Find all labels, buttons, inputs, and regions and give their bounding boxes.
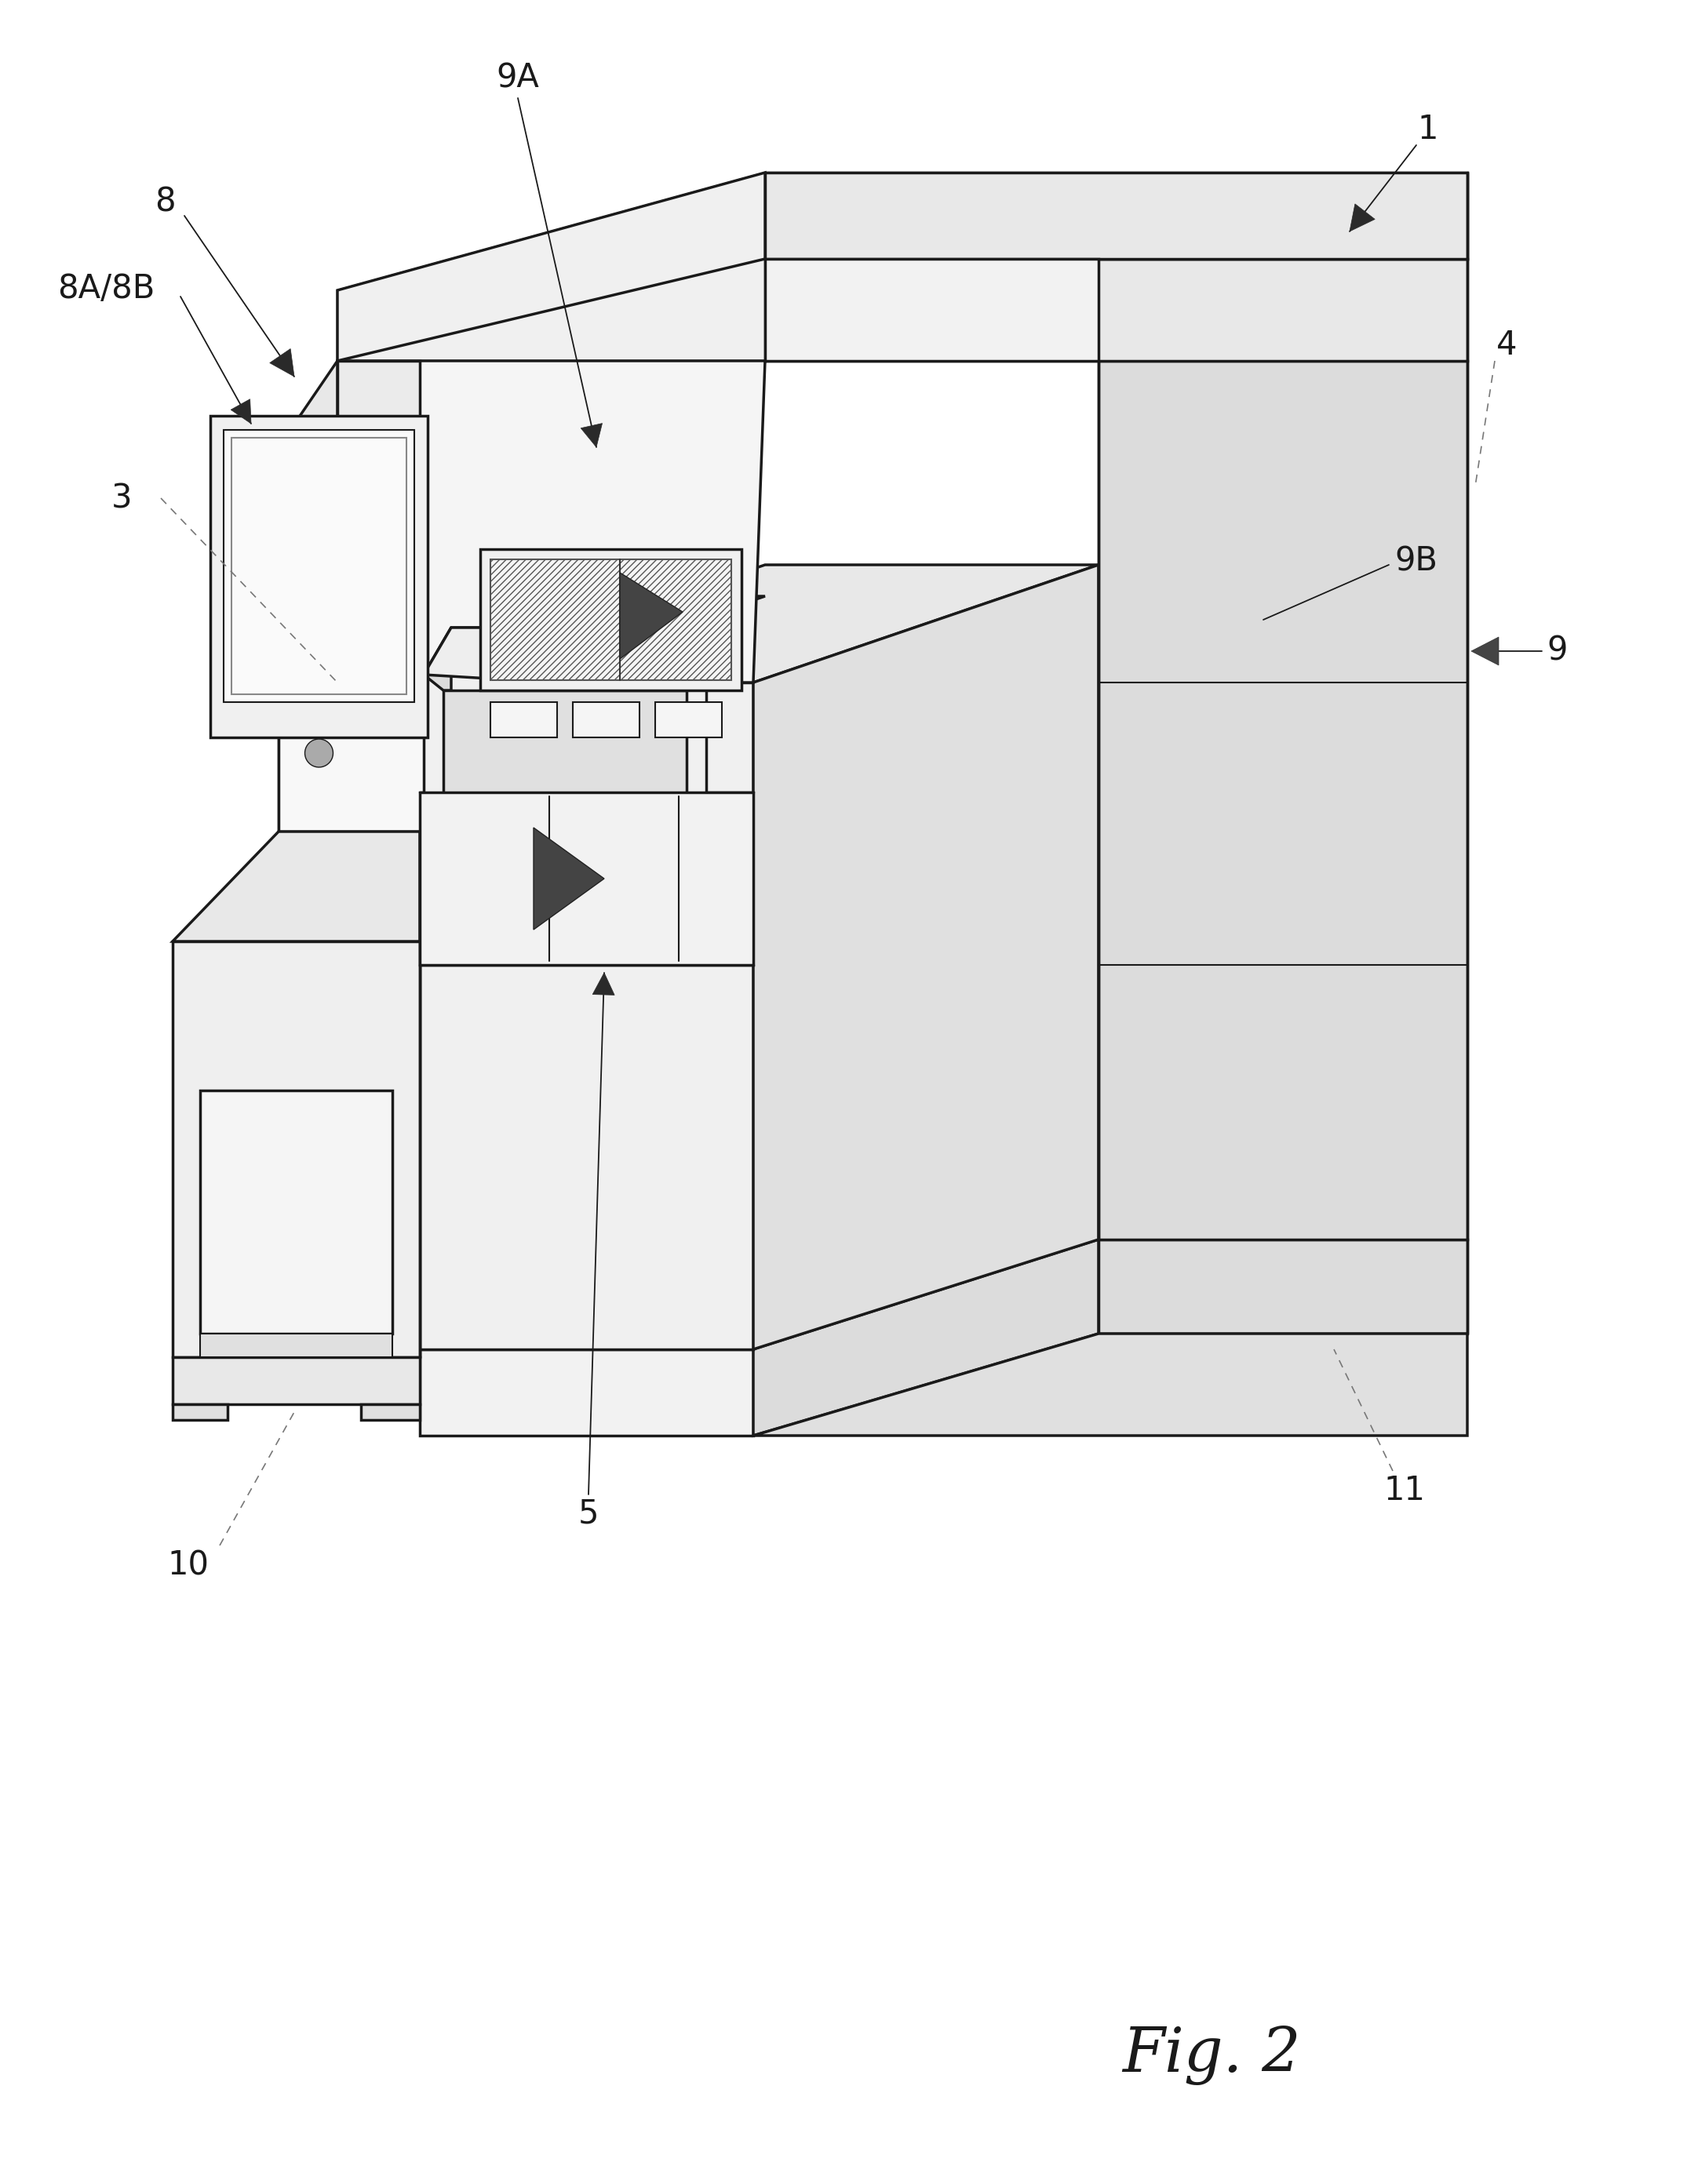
- Polygon shape: [424, 627, 718, 675]
- Polygon shape: [754, 1334, 1467, 1435]
- Polygon shape: [224, 430, 414, 701]
- Polygon shape: [766, 260, 1467, 360]
- Polygon shape: [200, 1334, 392, 1356]
- Polygon shape: [419, 566, 1099, 681]
- Polygon shape: [754, 566, 1099, 1350]
- Polygon shape: [200, 1090, 392, 1334]
- Polygon shape: [481, 548, 742, 690]
- Text: 5: 5: [577, 1498, 599, 1531]
- Polygon shape: [1470, 638, 1499, 666]
- Polygon shape: [231, 400, 251, 424]
- Polygon shape: [306, 738, 333, 767]
- Polygon shape: [419, 681, 754, 1350]
- Polygon shape: [766, 260, 1099, 360]
- Polygon shape: [1099, 360, 1467, 1241]
- Polygon shape: [424, 675, 706, 817]
- Polygon shape: [278, 360, 419, 448]
- Polygon shape: [362, 1404, 419, 1420]
- Polygon shape: [173, 832, 419, 941]
- Polygon shape: [443, 690, 686, 797]
- Polygon shape: [655, 701, 722, 738]
- Polygon shape: [424, 627, 718, 690]
- Polygon shape: [533, 828, 604, 930]
- Text: 9B: 9B: [1394, 544, 1438, 577]
- Polygon shape: [491, 559, 732, 679]
- Text: 1: 1: [1418, 114, 1438, 146]
- Text: 4: 4: [1496, 330, 1516, 363]
- Polygon shape: [278, 596, 766, 681]
- Polygon shape: [419, 1350, 754, 1435]
- Text: 8: 8: [155, 186, 175, 218]
- Text: 9A: 9A: [496, 61, 540, 94]
- Polygon shape: [1099, 1241, 1467, 1334]
- Text: 8A/8B: 8A/8B: [58, 273, 155, 306]
- Polygon shape: [1350, 203, 1375, 232]
- Polygon shape: [173, 1404, 228, 1420]
- Polygon shape: [173, 941, 419, 1356]
- Polygon shape: [572, 701, 640, 738]
- Polygon shape: [593, 972, 615, 996]
- Text: 9: 9: [1547, 636, 1567, 668]
- Polygon shape: [270, 349, 294, 376]
- Text: Fig. 2: Fig. 2: [1122, 2025, 1301, 2086]
- Text: 3: 3: [110, 483, 132, 515]
- Polygon shape: [278, 681, 509, 832]
- Polygon shape: [424, 627, 452, 690]
- Polygon shape: [173, 1356, 419, 1404]
- Polygon shape: [620, 572, 683, 660]
- Text: 11: 11: [1384, 1474, 1425, 1507]
- Polygon shape: [419, 1241, 1099, 1350]
- Polygon shape: [419, 793, 754, 965]
- Polygon shape: [278, 448, 419, 941]
- Polygon shape: [338, 360, 419, 432]
- Polygon shape: [754, 1241, 1099, 1435]
- Polygon shape: [766, 173, 1467, 260]
- Polygon shape: [278, 681, 509, 941]
- Polygon shape: [338, 173, 766, 360]
- Polygon shape: [211, 415, 428, 738]
- Polygon shape: [581, 424, 603, 448]
- Polygon shape: [338, 173, 1467, 360]
- Polygon shape: [338, 360, 766, 681]
- Polygon shape: [491, 701, 557, 738]
- Text: 10: 10: [168, 1548, 209, 1581]
